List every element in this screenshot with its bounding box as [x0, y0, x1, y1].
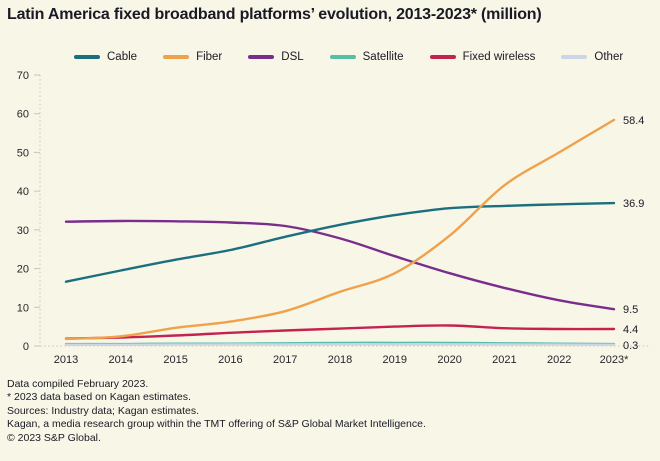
legend-label-satellite: Satellite [362, 51, 404, 63]
line-chart: 0 10 20 30 40 50 60 70 2013 2014 2015 2016 2017 2018 2… [17, 70, 650, 366]
legend-label-fiber: Fiber [196, 51, 223, 63]
footnote-compiled: Data compiled February 2023. [7, 378, 149, 390]
legend-swatch-dsl [248, 55, 275, 59]
x-tick-label: 2023* [600, 354, 629, 366]
series-line-fiber [64, 118, 616, 341]
series-line-cable [64, 201, 616, 283]
legend: Cable Fiber DSL Satellite Fixed wireless Othe… [74, 51, 623, 63]
y-tick-label: 30 [17, 225, 29, 237]
x-tick-label: 2015 [163, 354, 187, 366]
legend-item-satellite: Satellite [329, 51, 404, 63]
legend-item-fixed-wireless: Fixed wireless [429, 51, 536, 63]
y-tick-label: 70 [17, 70, 29, 82]
legend-swatch-cable [74, 55, 100, 59]
x-tick-label: 2016 [218, 354, 242, 366]
y-tick-label: 60 [17, 109, 29, 121]
y-tick-label: 50 [17, 147, 29, 159]
end-label-cable: 36.9 [623, 198, 644, 210]
x-tick-label: 2014 [109, 354, 133, 366]
footnotes: Data compiled February 2023. * 2023 data… [7, 378, 426, 445]
footnote-kagan: Kagan, a media research group within the… [7, 418, 426, 431]
legend-swatch-fiber [163, 55, 190, 59]
footnote-estimate: * 2023 data based on Kagan estimates. [7, 391, 191, 404]
legend-item-cable: Cable [74, 51, 137, 63]
legend-label-other: Other [594, 51, 624, 63]
end-label-fiber: 58.4 [623, 115, 644, 127]
x-tick-label: 2022 [547, 354, 571, 366]
series-line-fixed-wireless [64, 324, 616, 340]
y-tick-label: 40 [17, 186, 29, 198]
legend-label-cable: Cable [107, 51, 138, 63]
x-tick-label: 2017 [273, 354, 297, 366]
page-title: Latin America fixed broadband platforms’… [7, 6, 542, 23]
legend-swatch-satellite [329, 55, 356, 59]
x-tick-label: 2019 [383, 354, 407, 366]
y-tick-label: 10 [17, 302, 29, 314]
legend-item-dsl: DSL [248, 51, 304, 63]
legend-swatch-fixed-wireless [429, 55, 456, 59]
legend-label-dsl: DSL [281, 51, 304, 63]
end-label-other: 0.3 [623, 340, 638, 352]
legend-item-other: Other [561, 51, 623, 63]
x-tick-label: 2013 [54, 354, 78, 366]
series-line-other [64, 343, 616, 347]
end-label-fixed-wireless: 4.4 [623, 324, 638, 336]
footnote-sources: Sources: Industry data; Kagan estimates. [7, 404, 200, 417]
x-tick-label: 2020 [437, 354, 461, 366]
legend-swatch-other [561, 55, 588, 59]
legend-label-fixed-wireless: Fixed wireless [462, 51, 536, 63]
end-label-dsl: 9.5 [623, 304, 638, 316]
x-tick-label: 2021 [492, 354, 516, 366]
x-tick-label: 2018 [328, 354, 352, 366]
footnote-copyright: © 2023 S&P Global. [7, 431, 101, 444]
y-tick-label: 20 [17, 264, 29, 276]
legend-item-fiber: Fiber [163, 51, 222, 63]
series-line-dsl [64, 219, 616, 311]
y-tick-label: 0 [23, 341, 29, 353]
